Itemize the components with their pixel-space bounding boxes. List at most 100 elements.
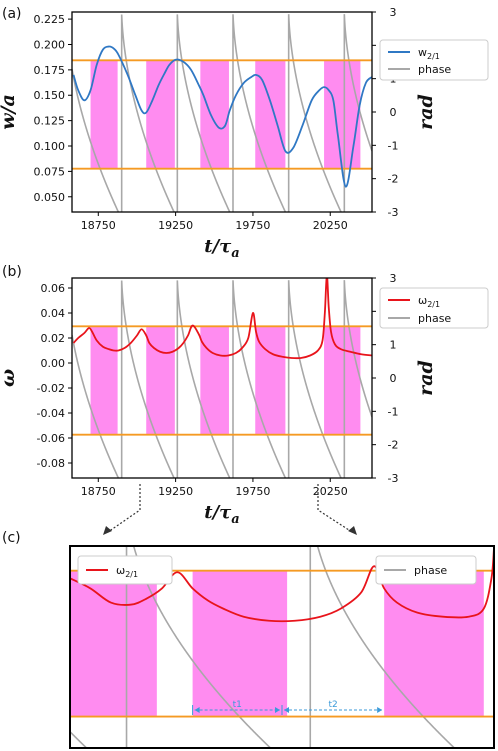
y-tick-label: 0.175 — [34, 64, 66, 77]
x-axis-label-sub: a — [231, 246, 239, 261]
zoom-arrows — [103, 484, 357, 535]
x-axis-label-main: t/τ — [204, 502, 232, 523]
panel-label: (b) — [2, 264, 22, 280]
y2-tick-label: -2 — [388, 173, 399, 186]
series-line — [72, 278, 372, 360]
x-tick-label: 19750 — [235, 485, 270, 498]
x-tick-label: 20250 — [313, 485, 348, 498]
x-tick-label: 19250 — [158, 219, 193, 232]
y-axis-label: ω — [0, 369, 19, 387]
shaded-band-2 — [192, 570, 288, 717]
y-tick-label: 0.04 — [41, 307, 66, 320]
x-axis-label-sub: a — [231, 512, 239, 527]
y-tick-label: 0.100 — [34, 140, 66, 153]
x-axis-label: t/τa — [204, 502, 239, 527]
interval-annotations: t1 t2 — [192, 700, 383, 715]
legend-item-phase-label: phase — [414, 564, 447, 577]
plot-area — [70, 546, 494, 748]
legend-item-w-sub: 2/1 — [427, 52, 440, 61]
legend-item-phase-label: phase — [418, 312, 451, 325]
phase-line — [72, 14, 372, 212]
y-axis-label: w/a — [0, 94, 19, 130]
shaded-band-1 — [90, 326, 118, 435]
y-tick-label: 0.00 — [41, 357, 66, 370]
y-tick-label: 0.02 — [41, 332, 66, 345]
y-tick-label: -0.06 — [37, 432, 65, 445]
x-tick-label: 20250 — [313, 219, 348, 232]
zoom-arrowhead-left — [103, 526, 112, 535]
y-tick-label: 0.150 — [34, 89, 66, 102]
series-line — [70, 547, 494, 623]
shaded-band-5 — [324, 326, 361, 435]
panel-1: 18750 19250 19750 20250 -0.08 -0.06 -0.04 -0.02… — [0, 264, 489, 527]
y2-tick-label: -1 — [388, 405, 399, 418]
legend-item-omega-text: ω2/1 — [116, 564, 138, 579]
legend-item-w-text: w2/1 — [418, 46, 440, 61]
y2-tick-label: 0 — [390, 106, 397, 119]
y-tick-label: 0.225 — [34, 13, 66, 26]
y-tick-label: -0.08 — [37, 457, 65, 470]
y2-tick-label: 1 — [390, 339, 397, 352]
shaded-band-2 — [146, 60, 175, 169]
x-tick-label: 18750 — [81, 485, 116, 498]
interval-arrowhead-end — [377, 707, 383, 713]
legend-box-omega — [77, 555, 173, 585]
shaded-band-1 — [70, 570, 157, 717]
panel-label: (a) — [2, 6, 22, 22]
interval-arrowhead-start — [284, 707, 289, 713]
legend-item-omega-sub: 2/1 — [427, 300, 440, 309]
panel-0: 18750 19250 19750 20250 0.050 0.075 0.100 0.125… — [0, 6, 489, 261]
y2-axis-label: rad — [415, 360, 437, 396]
legend-b: ω2/1 phase — [379, 287, 489, 329]
shaded-band-1 — [90, 60, 118, 169]
legend-item-phase-text: phase — [414, 564, 447, 577]
y-tick-label: 0.050 — [34, 191, 66, 204]
interval-label-t2: t2 — [328, 700, 337, 710]
x-axis-label: t/τa — [204, 236, 239, 261]
y-tick-label: 0.200 — [34, 38, 66, 51]
legend-item-w-label: w — [418, 46, 427, 59]
y-tick-label: 0.125 — [34, 115, 66, 128]
panel-label: (c) — [2, 530, 21, 546]
y2-tick-label: -3 — [388, 472, 399, 485]
y2-tick-label: 3 — [390, 272, 397, 285]
y-tick-label: -0.04 — [37, 407, 65, 420]
interval-arrowhead-end — [275, 707, 280, 713]
legend-item-phase-text: phase — [418, 312, 451, 325]
y-tick-label: 0.075 — [34, 165, 66, 178]
panel-2: (c) ω2/1 phase t1 t2 — [2, 530, 495, 749]
y2-tick-label: -2 — [388, 439, 399, 452]
zoom-arrow-left — [107, 484, 141, 533]
shaded-band-5 — [324, 60, 361, 169]
x-tick-label: 19250 — [158, 485, 193, 498]
legend-item-omega-sub: 2/1 — [125, 570, 138, 579]
plot-area — [72, 278, 372, 478]
x-tick-label: 19750 — [235, 219, 270, 232]
zoom-arrowhead-right — [348, 526, 357, 535]
y2-tick-label: -3 — [388, 206, 399, 219]
y-tick-label: 0.06 — [41, 282, 66, 295]
interval-arrowhead-start — [194, 707, 200, 713]
y2-tick-label: -1 — [388, 139, 399, 152]
legend-box-phase — [375, 555, 477, 585]
legend-a: w2/1 phase — [379, 39, 489, 81]
y-tick-label: -0.02 — [37, 382, 65, 395]
legend-c: ω2/1 phase — [77, 555, 477, 585]
interval-label-t1: t1 — [233, 700, 242, 710]
zoom-arrow-right — [317, 484, 353, 533]
plot-frame — [69, 545, 495, 749]
y2-tick-label: 3 — [390, 6, 397, 19]
legend-item-omega-text: ω2/1 — [418, 294, 440, 309]
y2-tick-label: 0 — [390, 372, 397, 385]
shaded-band-3 — [384, 570, 484, 717]
y2-axis-label: rad — [415, 94, 437, 130]
legend-item-omega-label: ω — [116, 564, 125, 577]
phase-line — [72, 280, 372, 478]
legend-item-omega-label: ω — [418, 294, 427, 307]
x-tick-label: 18750 — [81, 219, 116, 232]
legend-item-phase-label: phase — [418, 63, 451, 76]
legend-item-phase-text: phase — [418, 63, 451, 76]
series-line — [72, 45, 372, 188]
plot-area — [72, 14, 372, 212]
